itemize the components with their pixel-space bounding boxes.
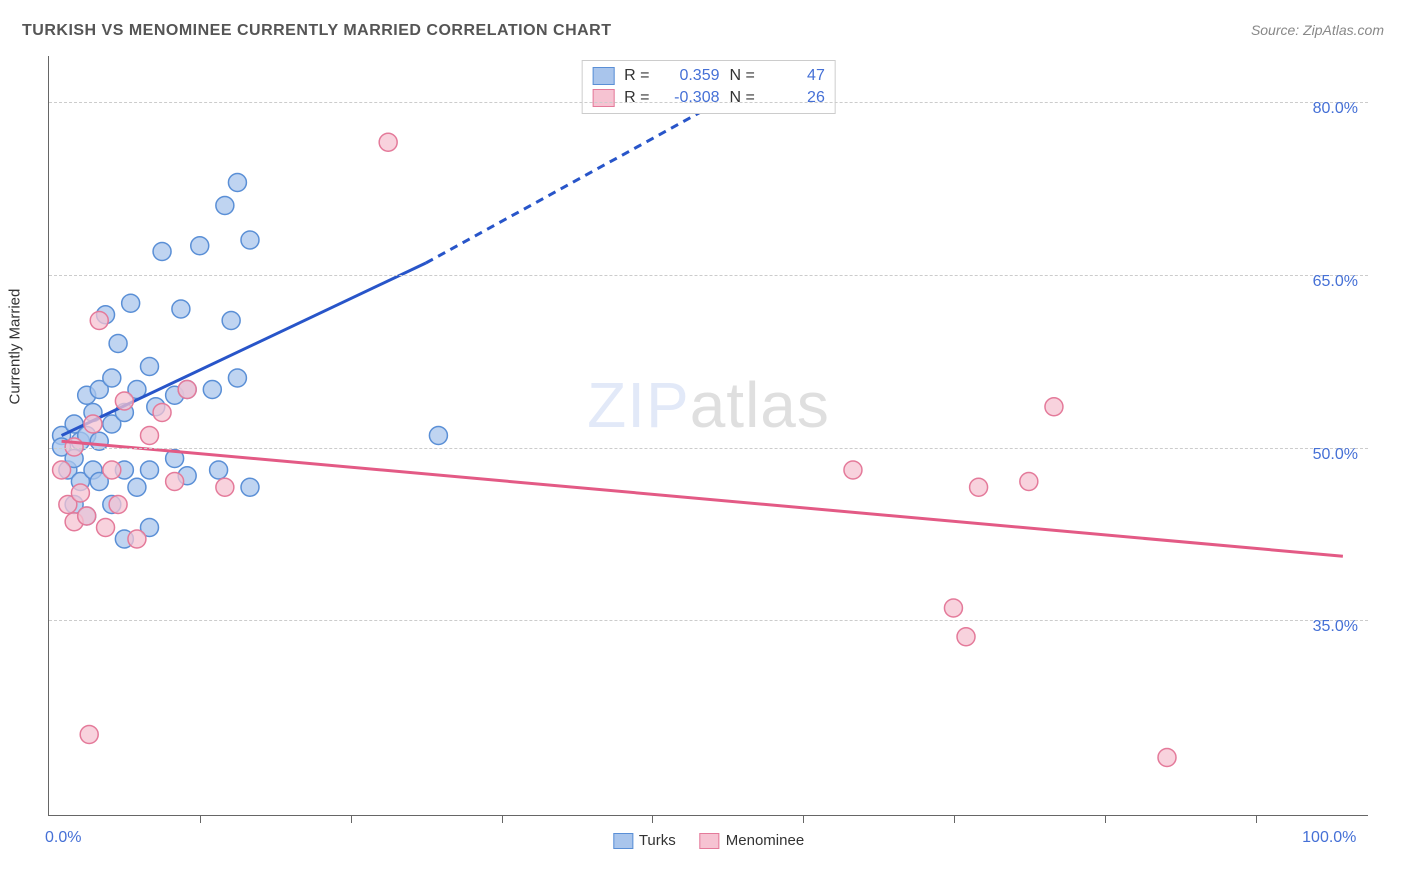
scatter-point xyxy=(228,369,246,387)
scatter-point xyxy=(222,312,240,330)
x-tick-label: 0.0% xyxy=(45,829,81,847)
legend-swatch-icon xyxy=(592,67,614,85)
scatter-point xyxy=(80,726,98,744)
gridline xyxy=(49,102,1368,103)
legend-swatch-icon xyxy=(613,833,633,849)
scatter-point xyxy=(1045,398,1063,416)
scatter-point xyxy=(53,461,71,479)
scatter-point xyxy=(71,484,89,502)
legend-r-value: -0.308 xyxy=(660,89,720,107)
scatter-point xyxy=(141,358,159,376)
legend-n-label: N = xyxy=(730,67,755,85)
x-tick xyxy=(803,815,804,823)
chart-container: TURKISH VS MENOMINEE CURRENTLY MARRIED C… xyxy=(0,0,1406,892)
scatter-point xyxy=(178,381,196,399)
scatter-point xyxy=(210,461,228,479)
x-tick xyxy=(652,815,653,823)
gridline xyxy=(49,275,1368,276)
x-tick xyxy=(954,815,955,823)
scatter-point xyxy=(379,133,397,151)
x-tick xyxy=(351,815,352,823)
legend-swatch-icon xyxy=(592,89,614,107)
scatter-point xyxy=(115,392,133,410)
y-axis-label: Currently Married xyxy=(7,288,24,404)
scatter-point xyxy=(103,369,121,387)
x-tick xyxy=(200,815,201,823)
scatter-point xyxy=(216,478,234,496)
gridline xyxy=(49,620,1368,621)
scatter-point xyxy=(203,381,221,399)
scatter-point xyxy=(166,473,184,491)
x-tick xyxy=(502,815,503,823)
legend-n-value: 26 xyxy=(765,89,825,107)
x-tick-label: 100.0% xyxy=(1302,829,1356,847)
scatter-point xyxy=(970,478,988,496)
scatter-point xyxy=(141,461,159,479)
scatter-point xyxy=(844,461,862,479)
y-tick-label: 65.0% xyxy=(1313,273,1358,291)
scatter-point xyxy=(228,174,246,192)
legend-correlation-row: R = -0.308 N = 26 xyxy=(592,87,825,109)
x-tick xyxy=(1256,815,1257,823)
regression-line-dashed xyxy=(426,91,740,264)
scatter-point xyxy=(109,496,127,514)
scatter-point xyxy=(103,461,121,479)
legend-series-label: Menominee xyxy=(726,832,804,849)
plot-svg xyxy=(49,56,1368,815)
scatter-point xyxy=(141,427,159,445)
scatter-point xyxy=(957,628,975,646)
legend-r-value: 0.359 xyxy=(660,67,720,85)
legend-r-label: R = xyxy=(624,67,649,85)
chart-title: TURKISH VS MENOMINEE CURRENTLY MARRIED C… xyxy=(22,22,612,40)
legend-series-item: Menominee xyxy=(700,832,804,849)
scatter-point xyxy=(109,335,127,353)
legend-swatch-icon xyxy=(700,833,720,849)
legend-r-label: R = xyxy=(624,89,649,107)
scatter-point xyxy=(191,237,209,255)
scatter-point xyxy=(153,243,171,261)
scatter-point xyxy=(241,478,259,496)
x-tick xyxy=(1105,815,1106,823)
legend-correlation-row: R = 0.359 N = 47 xyxy=(592,65,825,87)
scatter-point xyxy=(84,415,102,433)
y-tick-label: 50.0% xyxy=(1313,446,1358,464)
y-tick-label: 80.0% xyxy=(1313,100,1358,118)
scatter-point xyxy=(122,294,140,312)
scatter-point xyxy=(97,519,115,537)
scatter-point xyxy=(241,231,259,249)
source-label: Source: ZipAtlas.com xyxy=(1251,22,1384,38)
scatter-point xyxy=(78,507,96,525)
regression-line xyxy=(62,441,1343,556)
gridline xyxy=(49,448,1368,449)
y-tick-label: 35.0% xyxy=(1313,618,1358,636)
legend-series-label: Turks xyxy=(639,832,676,849)
legend-series-item: Turks xyxy=(613,832,676,849)
scatter-point xyxy=(153,404,171,422)
scatter-point xyxy=(216,197,234,215)
scatter-point xyxy=(1020,473,1038,491)
plot-area: Currently Married ZIPatlas R =0.359N =47… xyxy=(48,56,1368,816)
legend-correlation: R = 0.359 N = 47 R = -0.308 N = 26 xyxy=(581,60,836,114)
scatter-point xyxy=(429,427,447,445)
title-bar: TURKISH VS MENOMINEE CURRENTLY MARRIED C… xyxy=(22,22,1384,40)
scatter-point xyxy=(128,478,146,496)
legend-n-label: N = xyxy=(730,89,755,107)
scatter-point xyxy=(944,599,962,617)
scatter-point xyxy=(128,530,146,548)
scatter-point xyxy=(1158,749,1176,767)
scatter-point xyxy=(172,300,190,318)
scatter-point xyxy=(90,312,108,330)
legend-series: Turks Menominee xyxy=(613,832,804,849)
legend-n-value: 47 xyxy=(765,67,825,85)
